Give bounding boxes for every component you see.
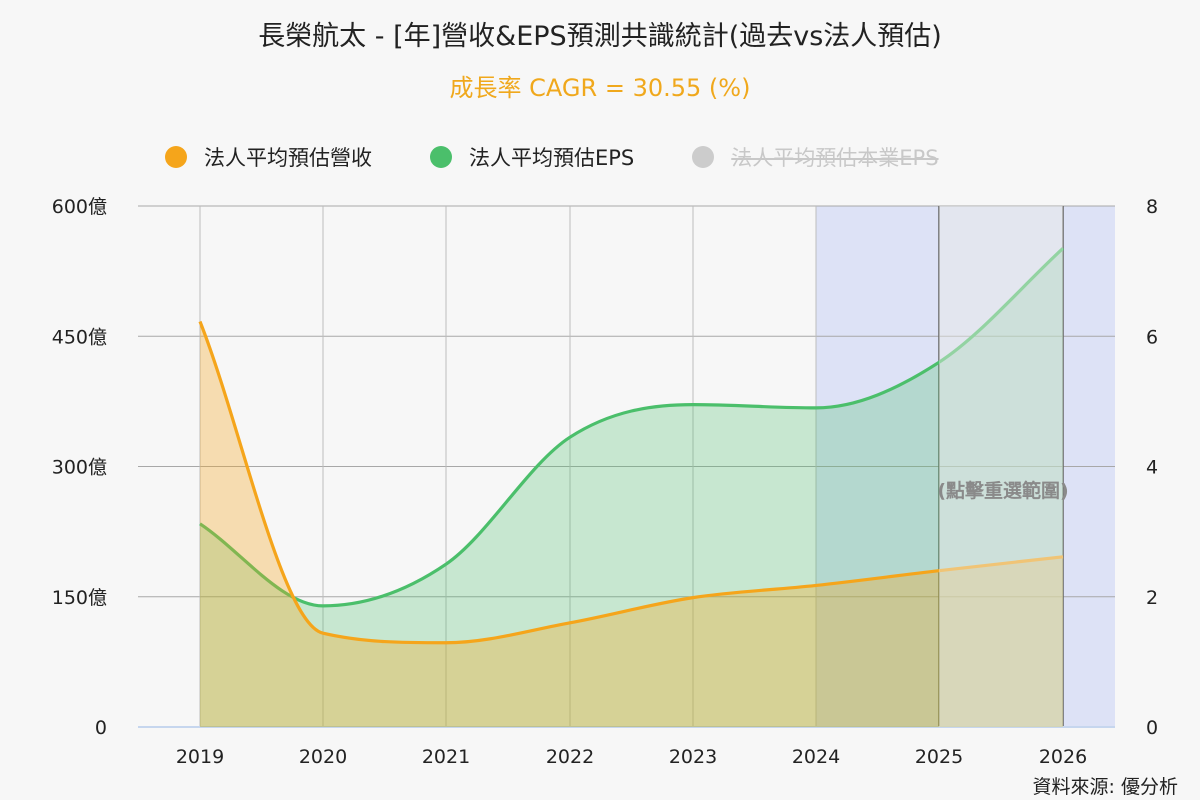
x-axis-tick: 2021 (422, 746, 470, 768)
legend-label-eps: 法人平均預估EPS (469, 146, 635, 170)
left-axis-tick: 600億 (52, 196, 107, 218)
legend-label-revenue: 法人平均預估營收 (204, 146, 372, 170)
x-axis-tick: 2023 (669, 746, 717, 768)
right-axis-tick: 6 (1146, 326, 1158, 348)
legend-item-eps[interactable]: 法人平均預估EPS (430, 142, 634, 172)
data-source: 資料來源: 優分析 (1032, 776, 1178, 798)
x-axis-tick: 2026 (1039, 746, 1087, 768)
left-axis-tick: 0 (95, 717, 107, 739)
estimate-overlay (939, 206, 1063, 727)
x-axis-tick: 2019 (176, 746, 224, 768)
left-axis-tick: 450億 (52, 326, 107, 348)
series-layer (198, 206, 1065, 728)
x-axis-tick: 2025 (915, 746, 963, 768)
revenue-swatch-icon (165, 146, 187, 168)
x-axis-tick: 2022 (546, 746, 594, 768)
right-axis-tick: 0 (1146, 717, 1158, 739)
reset-zoom-link[interactable]: (點擊重選範圍) (937, 479, 1068, 502)
eps-line (199, 247, 1065, 608)
x-axis-tick: 2020 (299, 746, 347, 768)
right-axis-tick: 2 (1146, 587, 1158, 609)
left-axis-tick: 150億 (52, 587, 107, 609)
revenue-line (198, 320, 1064, 645)
x-axis-tick: 2024 (792, 746, 840, 768)
grid (138, 205, 1115, 728)
chart-title: 長榮航太 - [年]營收&EPS預測共識統計(過去vs法人預估) (258, 21, 942, 52)
cagr-subtitle: 成長率 CAGR = 30.55 (%) (449, 74, 751, 102)
right-axis-tick: 4 (1146, 457, 1158, 479)
right-axis-tick: 8 (1146, 196, 1158, 218)
legend-label-core-eps: 法人平均預估本業EPS (731, 146, 939, 170)
left-axis-tick: 300億 (52, 457, 107, 479)
legend: 法人平均預估營收 法人平均預估EPS 法人平均預估本業EPS (165, 140, 997, 174)
legend-item-core-eps[interactable]: 法人平均預估本業EPS (692, 142, 939, 172)
eps-swatch-icon (430, 146, 452, 168)
core-eps-swatch-icon (692, 146, 715, 168)
revenue-area (200, 321, 1063, 727)
legend-item-revenue[interactable]: 法人平均預估營收 (165, 142, 372, 172)
eps-area (200, 248, 1063, 728)
axes: 0 150億 300億 450億 600億 0 2 4 6 8 2019 2020 2021 2022 20… (52, 196, 1158, 768)
